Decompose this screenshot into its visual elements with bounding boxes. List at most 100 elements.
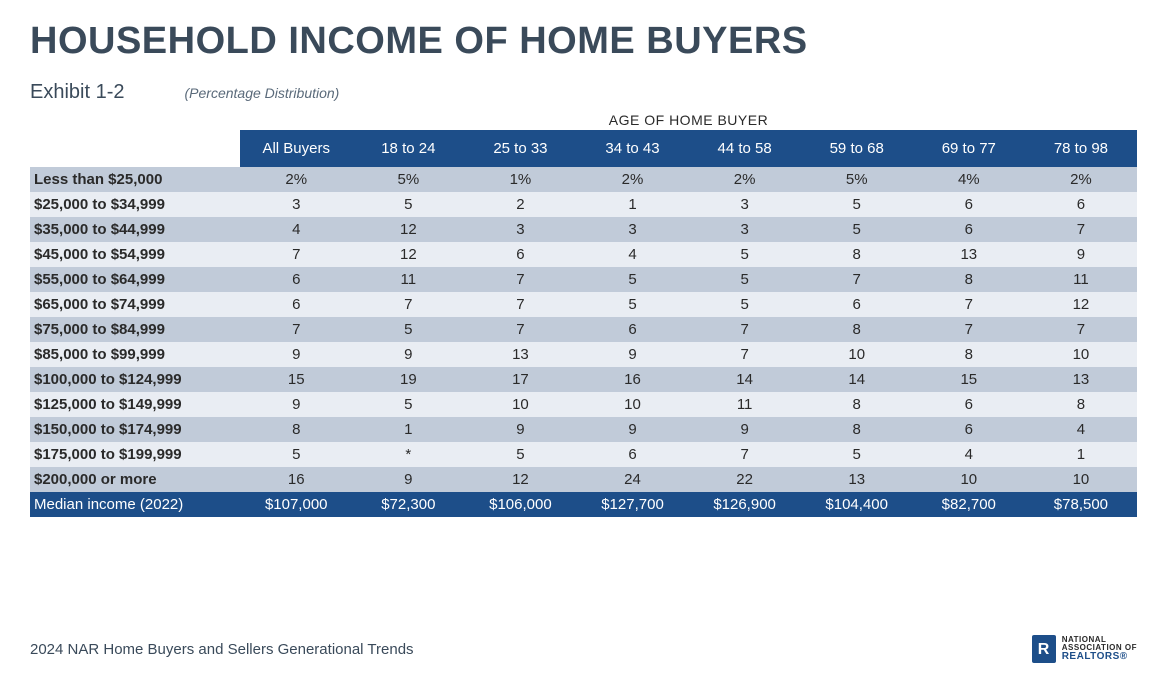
table-row: $150,000 to $174,99981999864 (30, 417, 1137, 442)
cell: 5 (801, 442, 913, 467)
cell: 1 (1025, 442, 1137, 467)
cell: 5 (464, 442, 576, 467)
median-cell: $107,000 (240, 492, 352, 517)
source-footnote: 2024 NAR Home Buyers and Sellers Generat… (30, 641, 414, 658)
row-label: $175,000 to $199,999 (30, 442, 240, 467)
subtitle: (Percentage Distribution) (185, 85, 340, 101)
row-label: $200,000 or more (30, 467, 240, 492)
cell: 3 (576, 217, 688, 242)
cell: 10 (913, 467, 1025, 492)
cell: 7 (240, 317, 352, 342)
cell: 5 (352, 392, 464, 417)
cell: 6 (240, 292, 352, 317)
cell: 6 (464, 242, 576, 267)
cell: 5 (801, 192, 913, 217)
header-blank (30, 130, 240, 167)
median-cell: $126,900 (689, 492, 801, 517)
cell: 9 (576, 342, 688, 367)
cell: 6 (913, 417, 1025, 442)
cell: 5 (576, 292, 688, 317)
cell: 2% (576, 167, 688, 192)
row-label: $35,000 to $44,999 (30, 217, 240, 242)
cell: 9 (352, 342, 464, 367)
col-header: 69 to 77 (913, 130, 1025, 167)
income-table: All Buyers 18 to 24 25 to 33 34 to 43 44… (30, 130, 1137, 517)
cell: 8 (801, 317, 913, 342)
cell: 5 (689, 292, 801, 317)
cell: 7 (689, 317, 801, 342)
nar-logo-text: NATIONAL ASSOCIATION OF REALTORS® (1062, 636, 1137, 662)
cell: 7 (240, 242, 352, 267)
cell: 6 (913, 392, 1025, 417)
cell: 8 (801, 417, 913, 442)
table-row: $45,000 to $54,9997126458139 (30, 242, 1137, 267)
footer: 2024 NAR Home Buyers and Sellers Generat… (30, 635, 1137, 663)
table-row: $75,000 to $84,99975767877 (30, 317, 1137, 342)
cell: 12 (352, 217, 464, 242)
cell: 6 (576, 442, 688, 467)
row-label: $100,000 to $124,999 (30, 367, 240, 392)
col-header: 34 to 43 (576, 130, 688, 167)
cell: 5% (352, 167, 464, 192)
cell: 5 (352, 317, 464, 342)
col-header: 59 to 68 (801, 130, 913, 167)
cell: 3 (689, 192, 801, 217)
cell: 7 (464, 267, 576, 292)
cell: 3 (689, 217, 801, 242)
cell: 6 (801, 292, 913, 317)
cell: 11 (689, 392, 801, 417)
cell: 7 (1025, 217, 1137, 242)
cell: 5 (352, 192, 464, 217)
table-row: Less than $25,0002%5%1%2%2%5%4%2% (30, 167, 1137, 192)
cell: 17 (464, 367, 576, 392)
cell: 2% (240, 167, 352, 192)
cell: 7 (464, 317, 576, 342)
cell: 7 (464, 292, 576, 317)
cell: 10 (1025, 467, 1137, 492)
cell: 5 (240, 442, 352, 467)
subheading: Exhibit 1-2 (Percentage Distribution) (30, 81, 1137, 104)
cell: 4 (240, 217, 352, 242)
cell: 19 (352, 367, 464, 392)
cell: 5 (576, 267, 688, 292)
table-row: $100,000 to $124,9991519171614141513 (30, 367, 1137, 392)
cell: 13 (801, 467, 913, 492)
cell: 10 (801, 342, 913, 367)
cell: 16 (576, 367, 688, 392)
cell: 6 (576, 317, 688, 342)
row-label: $85,000 to $99,999 (30, 342, 240, 367)
table-row: $175,000 to $199,9995*567541 (30, 442, 1137, 467)
row-label: $150,000 to $174,999 (30, 417, 240, 442)
row-label: $45,000 to $54,999 (30, 242, 240, 267)
median-cell: $78,500 (1025, 492, 1137, 517)
cell: 8 (1025, 392, 1137, 417)
cell: 8 (913, 342, 1025, 367)
cell: 5% (801, 167, 913, 192)
cell: 9 (1025, 242, 1137, 267)
col-header: All Buyers (240, 130, 352, 167)
cell: 9 (689, 417, 801, 442)
cell: 13 (913, 242, 1025, 267)
table-row: $25,000 to $34,99935213566 (30, 192, 1137, 217)
cell: 7 (352, 292, 464, 317)
cell: 3 (464, 217, 576, 242)
table-row: $65,000 to $74,999677556712 (30, 292, 1137, 317)
cell: 22 (689, 467, 801, 492)
median-row: Median income (2022)$107,000$72,300$106,… (30, 492, 1137, 517)
cell: 11 (1025, 267, 1137, 292)
cell: 8 (913, 267, 1025, 292)
cell: 2 (464, 192, 576, 217)
cell: 10 (464, 392, 576, 417)
median-cell: $104,400 (801, 492, 913, 517)
row-label: $65,000 to $74,999 (30, 292, 240, 317)
cell: 3 (240, 192, 352, 217)
cell: 7 (689, 342, 801, 367)
cell: 7 (913, 292, 1025, 317)
table-header-row: All Buyers 18 to 24 25 to 33 34 to 43 44… (30, 130, 1137, 167)
cell: 5 (689, 267, 801, 292)
col-header: 25 to 33 (464, 130, 576, 167)
median-cell: $82,700 (913, 492, 1025, 517)
row-label: $55,000 to $64,999 (30, 267, 240, 292)
cell: 7 (801, 267, 913, 292)
cell: 10 (1025, 342, 1137, 367)
